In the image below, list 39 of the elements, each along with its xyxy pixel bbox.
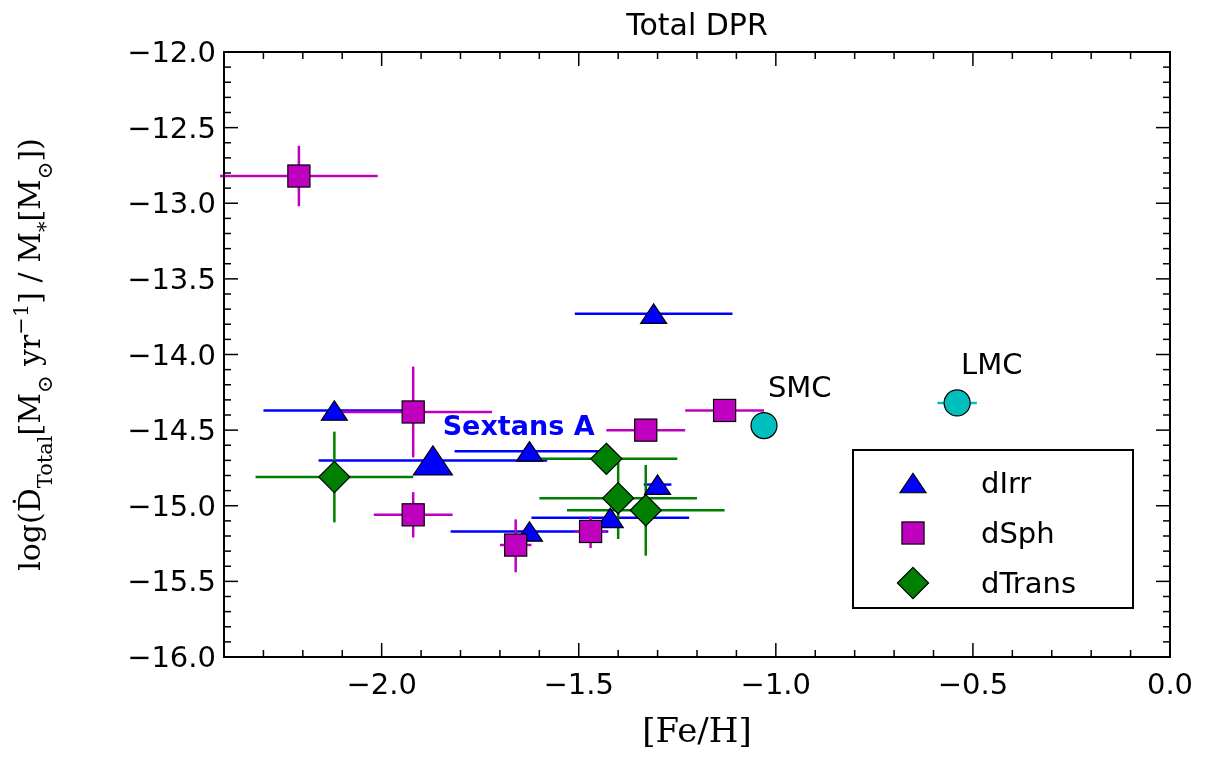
x-tick-label: −0.5 [937,667,1009,701]
point [601,481,635,515]
point [590,442,623,476]
y-tick-label: −14.0 [127,337,216,372]
legend-label: dTrans [981,566,1077,600]
chart-title: Total DPR [625,7,768,42]
point [412,445,454,476]
y-tick-label: −13.5 [127,261,216,296]
annotation: SMC [767,369,832,404]
legend-label: dIrr [981,466,1032,500]
point [401,400,425,424]
point [712,398,737,423]
x-tick-label: −1.0 [740,667,812,701]
point [640,303,668,325]
y-tick-label: −12.0 [127,35,216,69]
point [287,164,311,188]
point [643,474,672,495]
point [578,519,603,544]
point [504,533,528,557]
point [634,418,658,442]
y-tick-label: −16.0 [127,640,216,674]
x-axis-title: [Fe/H] [642,710,752,750]
y-tick-label: −15.0 [127,488,216,523]
annotation: LMC [961,347,1023,382]
y-tick-label: −15.5 [127,564,216,599]
x-tick-label: −2.0 [346,667,417,701]
legend-label: dSph [981,516,1055,550]
point [629,494,662,527]
y-tick-label: −13.0 [127,186,216,221]
y-tick-label: −14.5 [127,413,216,448]
point [318,460,351,494]
point [515,440,544,462]
x-tick-label: −1.5 [543,667,614,701]
point [750,411,778,440]
x-tick-label: 0.0 [1146,667,1194,701]
point [320,400,348,421]
series-label: Sextans A [442,410,595,442]
y-tick-label: −12.5 [127,110,216,145]
point [401,503,425,527]
